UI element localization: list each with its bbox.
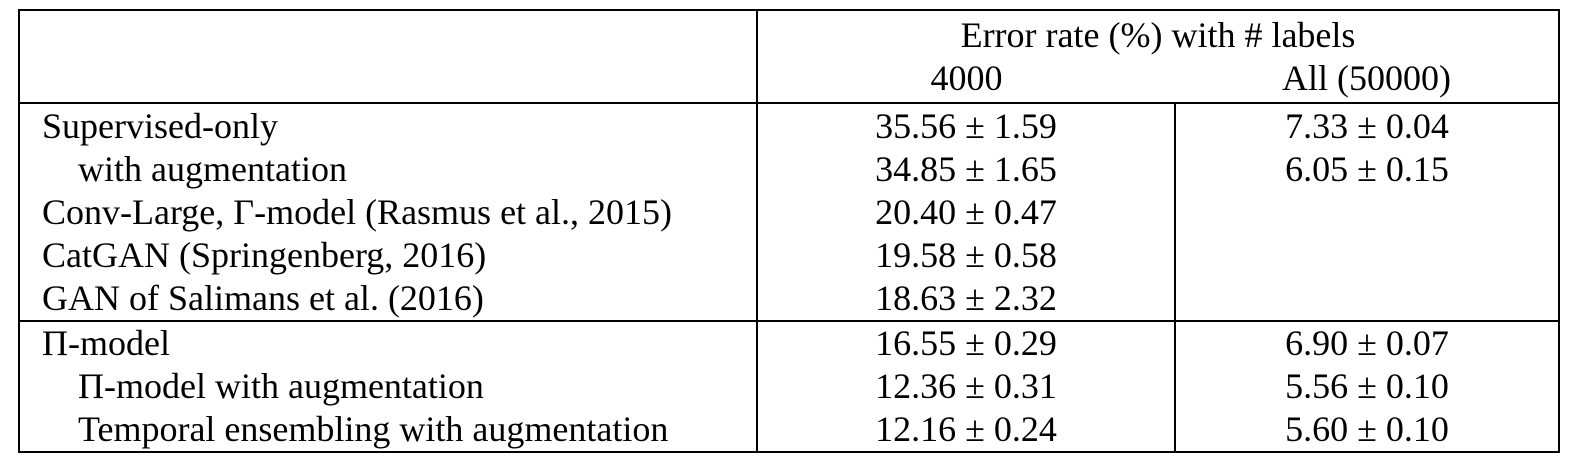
column-header-all: All (50000) [1175,57,1560,103]
group-title: Error rate (%) with # labels [757,9,1560,57]
value-4000-cell: 16.55 ± 0.29 [757,320,1176,365]
method-cell: CatGAN (Springenberg, 2016) [18,234,758,277]
method-cell: with augmentation [18,148,758,191]
value-4000-cell: 35.56 ± 1.59 [757,102,1176,148]
method-cell: Π-model [18,320,758,365]
value-all-cell [1175,277,1560,321]
value-4000-cell-best: 12.16 ± 0.24 [757,408,1176,453]
table-row: CatGAN (Springenberg, 2016) 19.58 ± 0.58 [18,234,1560,277]
value-4000-cell: 34.85 ± 1.65 [757,148,1176,191]
table-row: Conv-Large, Γ-model (Rasmus et al., 2015… [18,191,1560,234]
value-4000-cell: 12.36 ± 0.31 [757,365,1176,408]
table-row: Π-model with augmentation 12.36 ± 0.31 5… [18,365,1560,408]
method-cell: GAN of Salimans et al. (2016) [18,277,758,321]
header-empty-cell [18,9,758,57]
header-row-2: 4000 All (50000) [18,57,1560,103]
method-cell: Supervised-only [18,102,758,148]
value-all-cell: 6.05 ± 0.15 [1175,148,1560,191]
value-all-cell: 5.60 ± 0.10 [1175,408,1560,453]
table-row: GAN of Salimans et al. (2016) 18.63 ± 2.… [18,277,1560,321]
value-all-cell: 6.90 ± 0.07 [1175,320,1560,365]
column-header-4000: 4000 [930,58,1003,98]
method-cell: Π-model with augmentation [18,365,758,408]
method-cell: Temporal ensembling with augmentation [18,408,758,453]
table-row: Supervised-only 35.56 ± 1.59 7.33 ± 0.04 [18,102,1560,148]
value-4000-cell: 18.63 ± 2.32 [757,277,1176,321]
header-empty-cell-2 [18,57,758,103]
value-4000-cell: 19.58 ± 0.58 [757,234,1176,277]
header-row-1: Error rate (%) with # labels [18,9,1560,57]
value-all-cell [1175,234,1560,277]
table-row: with augmentation 34.85 ± 1.65 6.05 ± 0.… [18,148,1560,191]
method-cell: Conv-Large, Γ-model (Rasmus et al., 2015… [18,191,758,234]
table-row: Temporal ensembling with augmentation 12… [18,408,1560,453]
table-row: Π-model 16.55 ± 0.29 6.90 ± 0.07 [18,320,1560,365]
value-all-cell-best: 5.56 ± 0.10 [1175,365,1560,408]
value-all-cell: 7.33 ± 0.04 [1175,102,1560,148]
value-all-cell [1175,191,1560,234]
results-table: Error rate (%) with # labels 4000 All (5… [18,9,1560,453]
value-4000-cell: 20.40 ± 0.47 [757,191,1176,234]
